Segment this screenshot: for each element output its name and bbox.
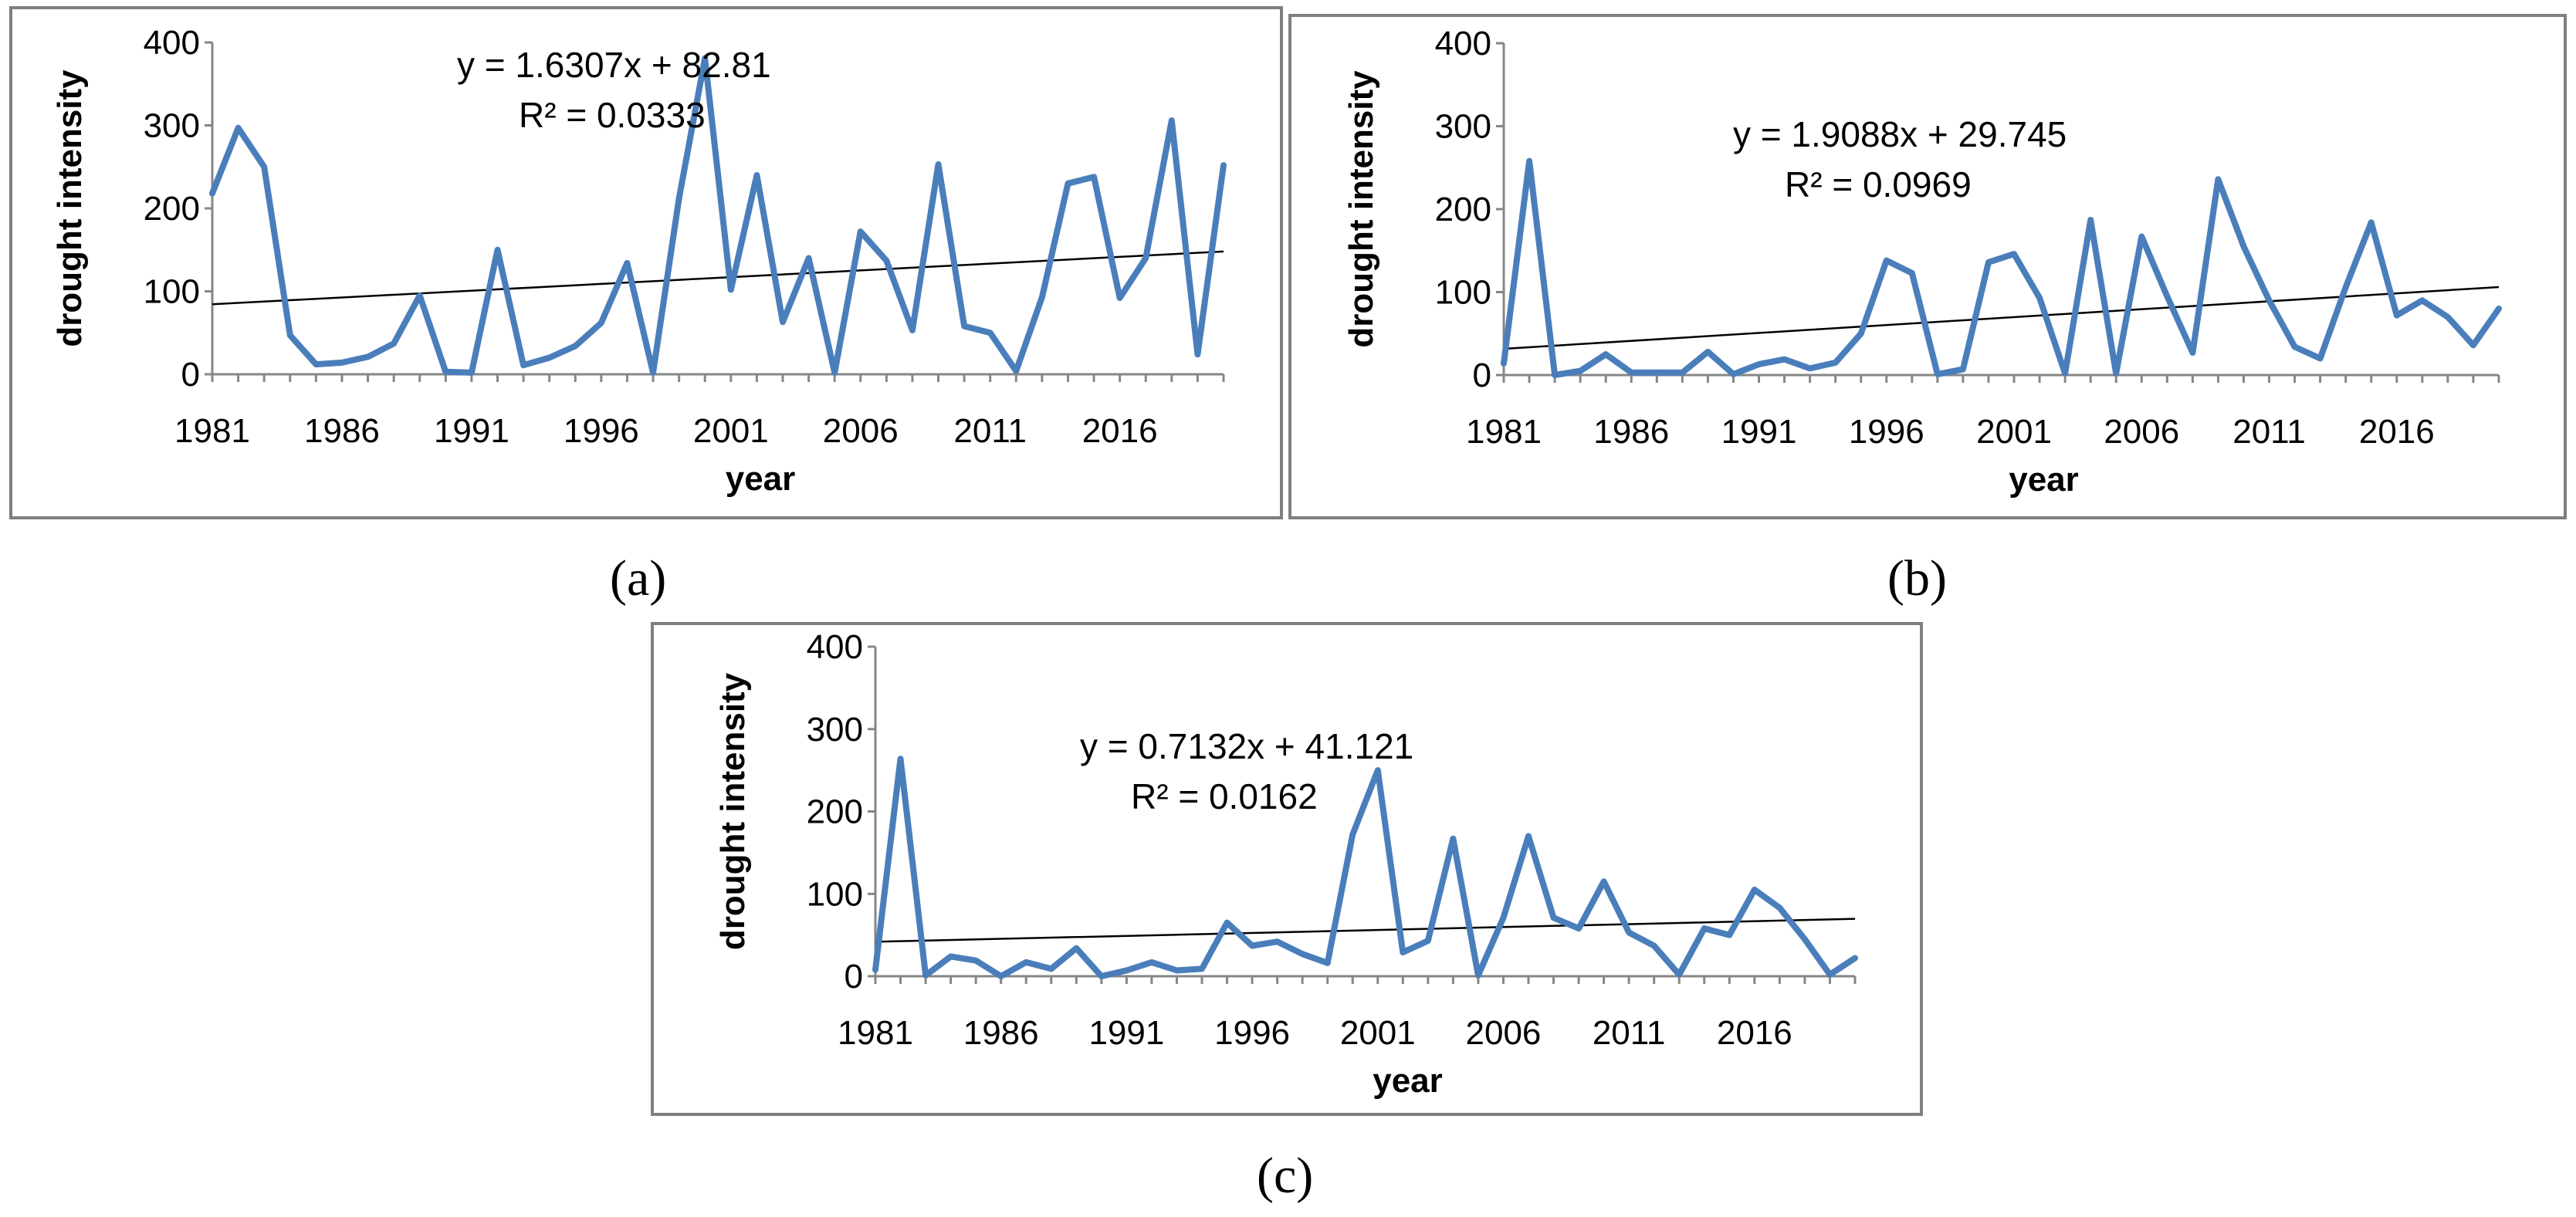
trendline-c (875, 918, 1856, 943)
data-point-c-1997 (1277, 941, 1278, 942)
x-tick-label-a-1996: 1996 (564, 412, 639, 450)
x-tick-label-a-1981: 1981 (174, 412, 250, 450)
x-tick-label-a-2016: 2016 (1082, 412, 1158, 450)
x-tick-label-a-1991: 1991 (434, 412, 509, 450)
panel-a-frame (9, 6, 1283, 519)
x-tick-label-a-2006: 2006 (823, 412, 899, 450)
x-tick-label-b-2006: 2006 (2104, 413, 2179, 451)
y-tick-label-a-300: 300 (144, 107, 200, 145)
trend-r2-b: R² = 0.0969 (1785, 164, 1972, 205)
series-line-a (209, 55, 1227, 376)
y-tick-label-b-0: 0 (1473, 357, 1491, 394)
data-point-c-1981 (875, 969, 876, 970)
data-point-c-1999 (1327, 962, 1328, 963)
trend-r2-a: R² = 0.0333 (519, 95, 706, 135)
x-tick-label-c-1981: 1981 (838, 1014, 913, 1052)
x-tick-label-c-1996: 1996 (1214, 1014, 1290, 1052)
series-line-b (1501, 157, 2502, 378)
y-tick-label-c-0: 0 (845, 958, 863, 996)
y-tick-label-c-400: 400 (807, 628, 863, 666)
y-tick-label-c-100: 100 (807, 875, 863, 913)
trend-equation-b: y = 1.9088x + 29.745 (1733, 114, 2067, 154)
x-axis-title-a: year (726, 460, 796, 498)
x-tick-label-b-1986: 1986 (1593, 413, 1669, 451)
x-tick-label-c-1991: 1991 (1088, 1014, 1164, 1052)
x-tick-label-b-2001: 2001 (1976, 413, 2052, 451)
x-tick-label-b-2016: 2016 (2359, 413, 2435, 451)
y-axis-title-b: drought intensity (1342, 70, 1380, 348)
trend-equation-c: y = 0.7132x + 41.121 (1080, 726, 1413, 766)
series-line-c (872, 756, 1858, 979)
y-tick-label-b-200: 200 (1435, 191, 1491, 228)
y-tick-label-a-100: 100 (144, 273, 200, 311)
y-tick-label-a-400: 400 (144, 24, 200, 62)
trend-r2-c: R² = 0.0162 (1131, 776, 1318, 816)
x-tick-label-a-2011: 2011 (953, 412, 1027, 450)
x-tick-label-c-2006: 2006 (1466, 1014, 1542, 1052)
trendline-b (1503, 286, 2500, 350)
y-tick-label-a-0: 0 (181, 356, 200, 394)
y-tick-label-b-300: 300 (1435, 108, 1491, 146)
x-tick-label-b-2011: 2011 (2232, 413, 2306, 451)
trend-equation-a: y = 1.6307x + 82.81 (457, 45, 771, 85)
data-point-c-1985 (976, 960, 977, 961)
x-tick-label-a-2001: 2001 (693, 412, 769, 450)
panel-c-frame (651, 622, 1923, 1116)
y-tick-label-b-400: 400 (1435, 25, 1491, 63)
data-point-c-2004 (1453, 838, 1454, 839)
x-tick-label-c-1986: 1986 (963, 1014, 1039, 1052)
y-tick-label-b-100: 100 (1435, 274, 1491, 312)
x-tick-label-b-1996: 1996 (1849, 413, 1924, 451)
y-tick-label-c-300: 300 (807, 711, 863, 749)
data-point-c-1998 (1302, 954, 1303, 955)
x-tick-label-c-2001: 2001 (1340, 1014, 1416, 1052)
x-tick-label-a-1986: 1986 (304, 412, 380, 450)
x-axis-title-c: year (1373, 1062, 1443, 1100)
data-point-c-1986 (1000, 976, 1001, 977)
data-point-c-1984 (950, 956, 951, 957)
y-tick-label-c-200: 200 (807, 793, 863, 831)
y-tick-label-a-200: 200 (144, 190, 200, 228)
x-tick-label-b-1991: 1991 (1721, 413, 1797, 451)
y-axis-title-a: drought intensity (51, 69, 89, 347)
trendline-a (212, 250, 1224, 306)
x-tick-label-c-2011: 2011 (1593, 1014, 1666, 1052)
x-tick-label-c-2016: 2016 (1717, 1014, 1792, 1052)
data-point-c-2018 (1804, 938, 1805, 939)
data-point-c-2011 (1629, 932, 1630, 933)
x-tick-label-b-1981: 1981 (1466, 413, 1542, 451)
data-point-c-1993 (1176, 970, 1177, 971)
data-point-c-2000 (1352, 834, 1353, 835)
data-point-c-1996 (1252, 945, 1253, 946)
data-point-c-1991 (1126, 970, 1127, 971)
data-point-c-2010 (1603, 881, 1604, 882)
panel-label-b: (b) (1887, 550, 1947, 607)
data-point-c-1990 (1101, 976, 1102, 977)
data-point-c-2013 (1679, 974, 1680, 975)
x-axis-title-b: year (2009, 461, 2079, 499)
data-point-c-2016 (1754, 889, 1755, 890)
panel-label-c: (c) (1257, 1148, 1314, 1204)
data-point-c-2001 (1377, 770, 1378, 771)
data-point-c-2007 (1528, 836, 1529, 837)
y-axis-title-c: drought intensity (714, 672, 752, 950)
panel-label-a: (a) (610, 550, 667, 607)
